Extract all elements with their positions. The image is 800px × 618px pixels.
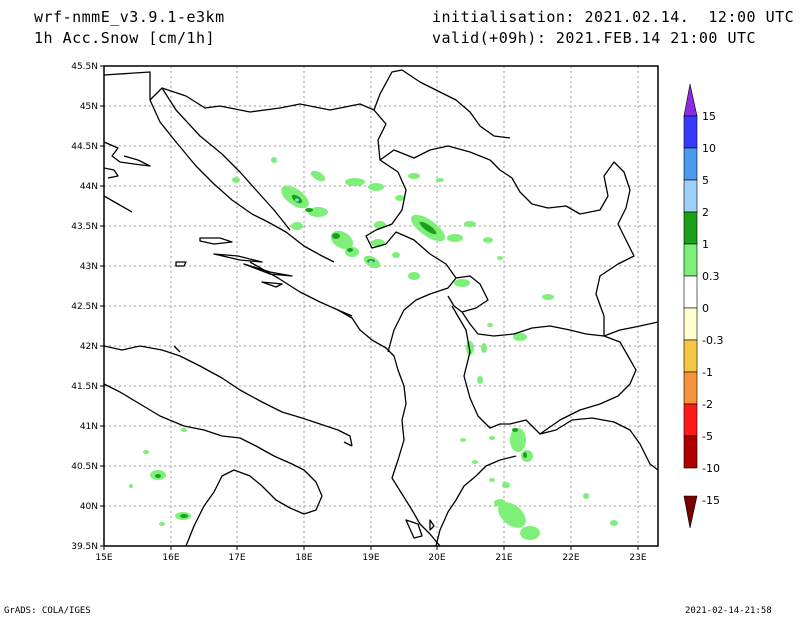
colorbar-segment: [683, 115, 698, 149]
footer-software: GrADS: COLA/IGES: [4, 606, 91, 616]
model-title: wrf-nmmE_v3.9.1-e3km: [34, 8, 225, 26]
axis-ticks: [100, 65, 639, 550]
colorbar-label: 15: [702, 110, 716, 123]
lat-label: 41N: [80, 422, 98, 432]
lat-label: 44N: [80, 182, 98, 192]
snowfall-areas: [129, 157, 618, 540]
colorbar-label: 10: [702, 142, 716, 155]
lat-label: 45N: [80, 102, 98, 112]
colorbar-label: 5: [702, 174, 709, 187]
valid-time: valid(+09h): 2021.FEB.14 21:00 UTC: [432, 29, 757, 47]
colorbar-label: 2: [702, 206, 709, 219]
colorbar-label: -10: [702, 462, 720, 475]
lat-label: 39.5N: [71, 542, 98, 552]
colorbar-label: -0.3: [702, 334, 723, 347]
colorbar-label: 0.3: [702, 270, 720, 283]
colorbar-segment: [683, 307, 698, 341]
variable-title: 1h Acc.Snow [cm/1h]: [34, 29, 216, 47]
lon-label: 15E: [95, 553, 112, 563]
lat-label: 44.5N: [71, 142, 98, 152]
latitude-labels: 45.5N 45N 44.5N 44N 43.5N 43N 42.5N 42N …: [71, 62, 98, 552]
colorbar-segment: [683, 243, 698, 277]
colorbar-segment: [683, 179, 698, 213]
colorbar-segment: [683, 211, 698, 245]
lat-label: 43N: [80, 262, 98, 272]
colorbar-label: -15: [702, 494, 720, 507]
lat-label: 40.5N: [71, 462, 98, 472]
colorbar-top-arrow: [683, 83, 698, 117]
lat-label: 42N: [80, 342, 98, 352]
colorbar-label: 1: [702, 238, 709, 251]
colorbar-segment: [683, 147, 698, 181]
longitude-labels: 15E 16E 17E 18E 19E 20E 21E 22E 23E: [95, 553, 646, 563]
colorbar: 15 10 5 2 1 0.3 0 -0.3 -1 -2 -5 -10 -15: [683, 83, 723, 529]
colorbar-label: -5: [702, 430, 713, 443]
lon-label: 16E: [162, 553, 179, 563]
lon-label: 17E: [228, 553, 245, 563]
coastlines-borders: [104, 69, 658, 546]
lat-label: 42.5N: [71, 302, 98, 312]
map-grid: [104, 66, 658, 546]
lon-label: 18E: [295, 553, 312, 563]
lon-label: 23E: [629, 553, 646, 563]
footer-timestamp: 2021-02-14-21:58: [685, 606, 772, 616]
lon-label: 19E: [362, 553, 379, 563]
colorbar-segment: [683, 339, 698, 373]
lon-label: 20E: [428, 553, 445, 563]
colorbar-label: 0: [702, 302, 709, 315]
colorbar-label: -1: [702, 366, 713, 379]
lat-label: 45.5N: [71, 62, 98, 72]
init-time: initialisation: 2021.02.14. 12:00 UTC: [432, 8, 795, 26]
lat-label: 40N: [80, 502, 98, 512]
colorbar-label: -2: [702, 398, 713, 411]
colorbar-segment: [683, 403, 698, 437]
colorbar-segment: [683, 435, 698, 469]
lat-label: 43.5N: [71, 222, 98, 232]
lat-label: 41.5N: [71, 382, 98, 392]
colorbar-segment: [683, 371, 698, 405]
lon-label: 22E: [562, 553, 579, 563]
lon-label: 21E: [495, 553, 512, 563]
colorbar-segment: [683, 275, 698, 309]
colorbar-bottom-arrow: [683, 495, 698, 529]
